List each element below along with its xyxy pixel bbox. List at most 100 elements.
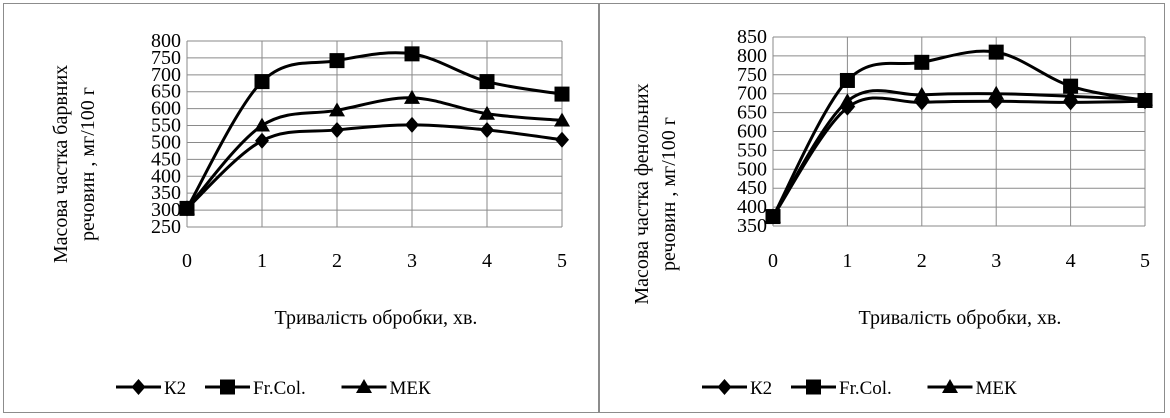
data-point	[1063, 78, 1079, 94]
x-tick-label: 2	[332, 250, 342, 272]
x-tick-label: 1	[842, 250, 852, 272]
data-point	[988, 85, 1005, 100]
data-point	[255, 132, 269, 149]
data-point	[1062, 88, 1079, 103]
legend-label: МЕК	[976, 378, 1018, 399]
data-point	[988, 44, 1004, 60]
legend: К2 Fr.Col. МЕК	[116, 378, 431, 399]
series-line	[771, 49, 1146, 218]
data-point	[554, 86, 570, 102]
y-axis-title: Масова частка фенольних	[631, 83, 653, 304]
data-point	[480, 121, 494, 138]
y-tick-label: 800	[151, 30, 181, 52]
series-line	[771, 89, 1146, 218]
y-axis-title: Масова частка барвних	[50, 65, 72, 263]
x-tick-label: 3	[407, 250, 417, 272]
gridlines	[772, 36, 1146, 227]
y-tick-label: 600	[151, 98, 181, 120]
y-tick-label: 650	[151, 81, 181, 103]
x-tick-labels: 0 1 2 3 4 5	[768, 250, 1150, 272]
data-point	[330, 121, 344, 138]
y-tick-label: 500	[151, 131, 181, 153]
legend-marker	[356, 379, 372, 393]
legend-marker	[220, 379, 235, 395]
y-tick-label: 300	[151, 199, 181, 221]
y-tick-label: 600	[737, 121, 767, 143]
data-point	[404, 89, 420, 104]
y-tick-label: 350	[151, 182, 181, 204]
data-point	[254, 74, 270, 90]
legend-label: МЕК	[390, 378, 432, 399]
data-point	[554, 112, 570, 127]
x-tick-label: 0	[182, 250, 192, 272]
y-tick-label: 550	[151, 115, 181, 137]
y-axis-title: речовин , мг/100 г	[658, 117, 680, 271]
x-tick-label: 0	[768, 250, 778, 272]
data-point	[839, 72, 855, 88]
series-line	[185, 51, 563, 210]
gridlines	[186, 40, 563, 228]
y-tick-label: 350	[737, 215, 767, 237]
chart-panel-masova-chastka-barvnykh: 250 300 350 400 450 500 550 600 650 700 750 800 0 1 2 3…	[3, 3, 599, 413]
data-point	[404, 46, 420, 62]
x-axis-title: Тривалість обробки, хв.	[275, 307, 478, 329]
data-point	[555, 131, 569, 148]
series-line	[185, 123, 563, 210]
data-point	[479, 105, 495, 120]
series-line	[771, 96, 1146, 218]
x-tick-label: 2	[917, 250, 927, 272]
legend-label: К2	[164, 378, 186, 399]
data-point	[479, 74, 495, 90]
x-tick-label: 3	[991, 250, 1001, 272]
data-point	[329, 102, 345, 117]
y-tick-label: 650	[737, 102, 767, 124]
legend-marker	[806, 379, 821, 395]
series-triangle	[765, 85, 1153, 223]
y-tick-label: 500	[737, 158, 767, 180]
data-point	[913, 86, 930, 101]
data-point	[254, 117, 270, 132]
legend: К2 Fr.Col. МЕК	[702, 378, 1017, 399]
y-tick-label: 800	[737, 45, 767, 67]
y-tick-label: 750	[737, 64, 767, 86]
y-tick-label: 750	[151, 47, 181, 69]
legend-marker	[717, 379, 732, 395]
chart-panel-masova-chastka-fenolnykh: 350 400 450 500 550 600 650 700 750 800 850 0 1 2 3 4 5 Т…	[599, 3, 1165, 413]
data-point	[179, 200, 195, 215]
legend-label: Fr.Col.	[839, 378, 892, 399]
y-axis-title: речовин , мг/100 г	[77, 87, 99, 241]
y-tick-label: 850	[737, 26, 767, 48]
data-point	[329, 53, 345, 69]
y-tick-label: 250	[151, 216, 181, 238]
legend-label: К2	[750, 378, 772, 399]
legend-marker	[131, 379, 146, 395]
y-tick-label: 700	[737, 83, 767, 105]
x-axis-title: Тривалість обробки, хв.	[859, 307, 1062, 329]
data-point	[765, 208, 781, 223]
x-tick-label: 5	[1140, 250, 1150, 272]
data-point	[914, 54, 930, 70]
y-tick-label: 400	[151, 165, 181, 187]
x-tick-label: 1	[257, 250, 267, 272]
x-tick-label: 4	[482, 250, 492, 272]
series-triangle	[179, 89, 570, 215]
y-tick-label: 550	[737, 139, 767, 161]
x-tick-label: 4	[1066, 250, 1076, 272]
series-diamond	[180, 116, 569, 217]
y-tick-label: 700	[151, 64, 181, 86]
y-tick-label: 450	[151, 148, 181, 170]
data-point	[1137, 91, 1153, 106]
y-tick-label: 450	[737, 177, 767, 199]
legend-label: Fr.Col.	[253, 378, 306, 399]
x-tick-labels: 0 1 2 3 4 5	[182, 250, 567, 272]
y-tick-label: 400	[737, 196, 767, 218]
data-point	[839, 93, 856, 108]
x-tick-label: 5	[557, 250, 567, 272]
series-square	[179, 46, 570, 216]
legend-marker	[942, 379, 958, 393]
data-point	[405, 116, 419, 133]
